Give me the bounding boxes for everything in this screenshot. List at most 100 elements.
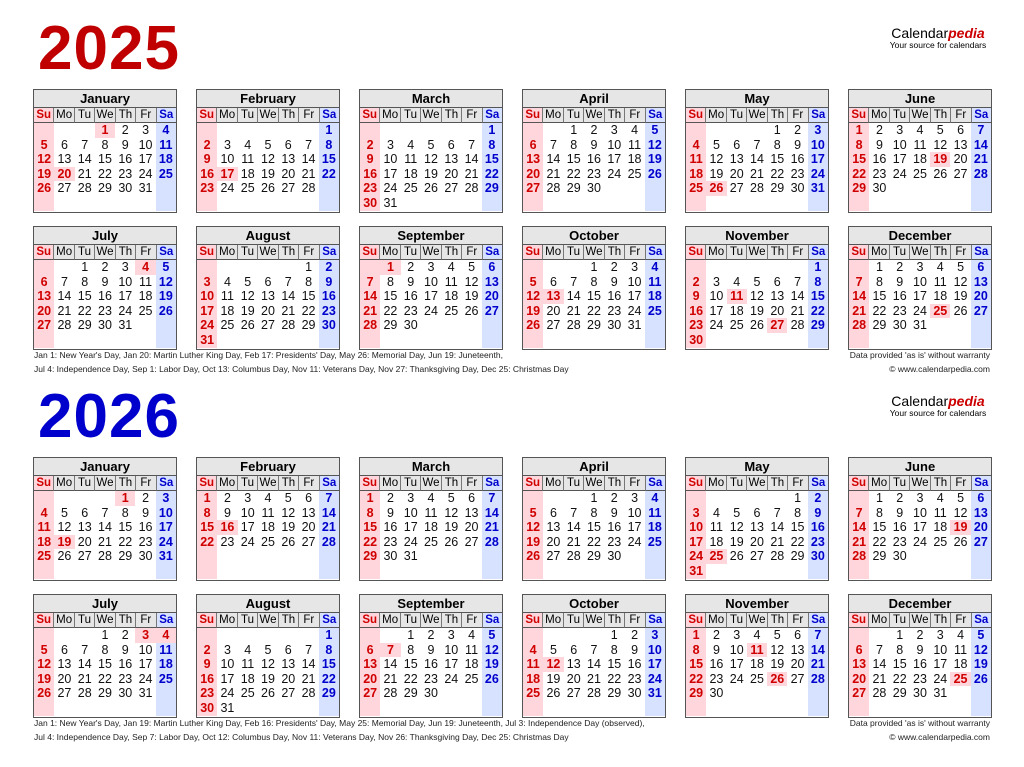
day-cell: 31 xyxy=(118,318,133,333)
day-cell: 11 xyxy=(424,505,438,520)
weekday-label: Fr xyxy=(951,108,972,123)
copyright: © www.calendarpedia.com xyxy=(889,732,990,742)
day-cell: 30 xyxy=(807,549,828,564)
day-cell: 22 xyxy=(77,303,92,318)
day-cell: 20 xyxy=(261,303,275,318)
weekday-label: Sa xyxy=(645,108,665,123)
holiday-cell: 4 xyxy=(155,628,176,643)
week-row: 12 13 14 15 16 17 18 xyxy=(34,657,176,672)
weekday-header: Su Mo Tu We Th Fr Sa xyxy=(849,613,991,628)
day-cell: 29 xyxy=(383,318,398,333)
weekday-label: Sa xyxy=(319,108,339,123)
weekday-header: Su Mo Tu We Th Fr Sa xyxy=(197,245,339,260)
empty-cell xyxy=(644,195,665,211)
empty-cell xyxy=(258,564,278,579)
day-cell: 26 xyxy=(57,549,72,564)
weekday-label: Sa xyxy=(156,613,176,628)
empty-cell xyxy=(930,333,950,348)
empty-cell xyxy=(441,564,461,579)
day-cell: 9 xyxy=(121,137,129,152)
day-cell: 10 xyxy=(709,289,724,304)
weekday-label: We xyxy=(910,245,931,260)
empty-cell xyxy=(523,332,544,348)
empty-cell xyxy=(135,318,155,333)
empty-cell xyxy=(360,123,381,138)
weekday-label: Sa xyxy=(645,613,665,628)
day-cell: 31 xyxy=(913,318,927,333)
day-cell: 6 xyxy=(360,642,381,658)
day-cell: 10 xyxy=(138,642,153,657)
week-row: 19 20 21 22 23 24 25 xyxy=(523,303,665,319)
day-cell: 26 xyxy=(970,671,991,687)
day-cell: 18 xyxy=(750,657,764,672)
day-cell: 23 xyxy=(892,303,907,318)
empty-cell xyxy=(890,333,910,348)
weekday-label: Tu xyxy=(726,613,748,628)
week-row: 4 5 6 7 8 9 10 xyxy=(686,137,828,153)
empty-cell xyxy=(747,564,767,579)
day-cell: 7 xyxy=(970,123,991,138)
empty-cell xyxy=(950,686,970,701)
day-cell: 30 xyxy=(790,181,805,196)
empty-cell xyxy=(787,701,807,716)
day-cell: 7 xyxy=(849,505,870,521)
weekday-label: Mo xyxy=(380,245,401,260)
day-cell: 25 xyxy=(644,534,665,550)
day-cell: 14 xyxy=(770,520,785,535)
week-row: 10 11 12 13 14 15 16 xyxy=(686,520,828,535)
weekday-label: Tu xyxy=(74,476,96,491)
day-cell: 10 xyxy=(403,505,418,520)
day-cell: 22 xyxy=(318,671,339,687)
month-title: October xyxy=(523,595,665,613)
day-cell: 27 xyxy=(970,303,991,319)
weekday-header: Su Mo Tu We Th Fr Sa xyxy=(34,613,176,628)
day-cell: 12 xyxy=(261,152,275,167)
weekday-label: Mo xyxy=(543,245,564,260)
month-july: July Su Mo Tu We Th Fr Sa 1 2 3 4 5 6 7 8 9 10 11 12 13 14 15 1… xyxy=(33,226,177,350)
day-cell: 22 xyxy=(383,303,398,318)
day-cell: 2 xyxy=(121,628,129,642)
empty-cell xyxy=(624,701,644,716)
day-cell: 2 xyxy=(875,123,883,137)
weekday-label: Sa xyxy=(319,613,339,628)
empty-cell xyxy=(727,123,747,138)
empty-cell xyxy=(706,196,726,211)
day-cell: 14 xyxy=(849,289,870,304)
day-cell: 28 xyxy=(770,549,785,564)
day-cell: 23 xyxy=(197,181,218,196)
day-cell: 8 xyxy=(360,505,381,521)
day-cell: 15 xyxy=(118,520,133,535)
day-cell: 18 xyxy=(155,152,176,167)
weekday-header: Su Mo Tu We Th Fr Sa xyxy=(849,476,991,491)
empty-cell xyxy=(970,686,991,701)
empty-cell xyxy=(644,332,665,348)
weekday-label: Su xyxy=(360,476,381,491)
weekday-label: We xyxy=(95,108,116,123)
week-row xyxy=(360,700,502,716)
empty-cell xyxy=(543,628,563,643)
week-row: 30 xyxy=(686,332,828,348)
empty-cell xyxy=(747,686,767,701)
day-cell: 28 xyxy=(566,318,581,333)
weekday-label: Su xyxy=(849,245,870,260)
day-cell: 6 xyxy=(733,137,741,152)
day-cell: 7 xyxy=(81,137,89,152)
day-cell: 29 xyxy=(587,549,601,564)
holiday-cell: 12 xyxy=(543,657,564,672)
week-row: 21 22 23 24 25 26 27 xyxy=(360,303,502,319)
empty-cell xyxy=(441,333,461,348)
empty-cell xyxy=(849,260,870,275)
holiday-cell: 17 xyxy=(217,166,238,182)
day-cell: 6 xyxy=(523,137,544,153)
day-cell: 11 xyxy=(34,520,55,535)
day-cell: 25 xyxy=(240,686,255,701)
month-january: January Su Mo Tu We Th Fr Sa 1 2 3 4 5 6 7 8 9 10 11 12 13 14… xyxy=(33,89,177,213)
day-cell: 19 xyxy=(970,657,991,672)
day-cell: 7 xyxy=(481,491,502,506)
day-cell: 17 xyxy=(607,152,622,167)
day-cell: 27 xyxy=(546,549,561,564)
